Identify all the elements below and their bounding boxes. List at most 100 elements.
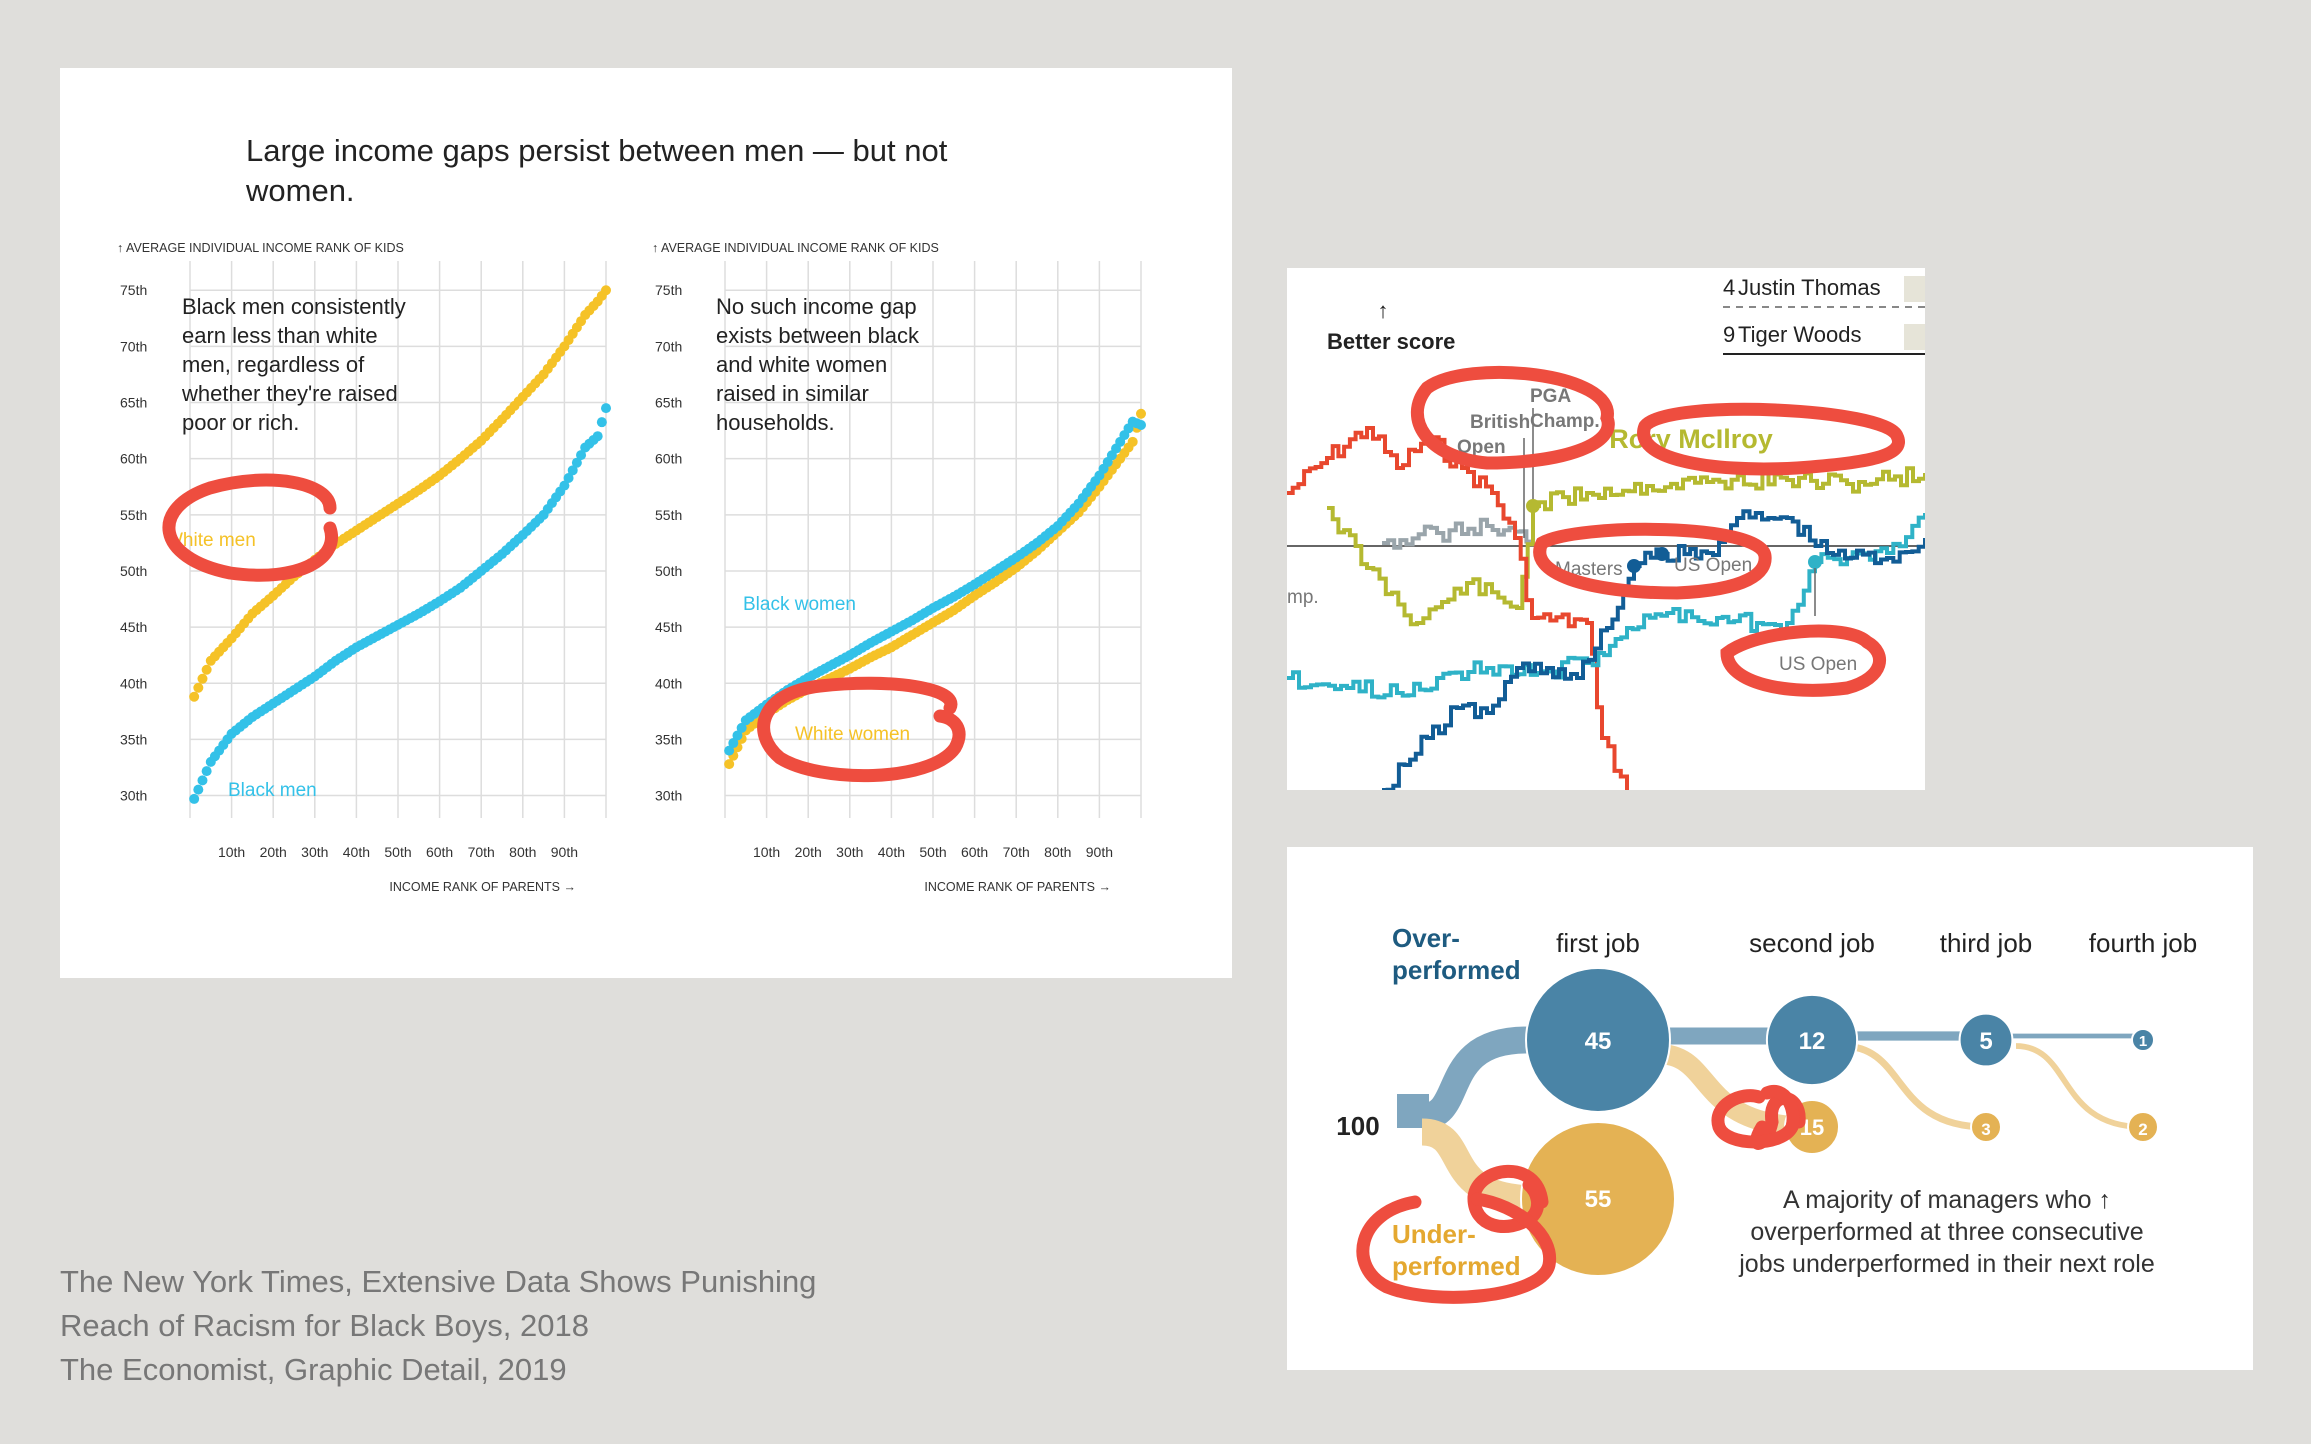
data-point (193, 682, 204, 693)
pga-label-2: Champ. (1530, 411, 1600, 432)
legend-name-woods: Tiger Woods (1738, 322, 1862, 347)
red-circle-masters (1533, 522, 1772, 600)
flow-to-under (1420, 1118, 1538, 1213)
y-tick-label: 75th (655, 282, 682, 298)
nyt-chart-panel: Large income gaps persist between men — … (60, 68, 1232, 978)
x-tick-label: 80th (1044, 844, 1071, 860)
under-node (1520, 1121, 1676, 1277)
data-point (197, 775, 208, 786)
x-tick-label: 90th (551, 844, 578, 860)
data-point (596, 417, 607, 428)
red-circle-underperformed (1356, 1192, 1557, 1304)
data-point (189, 793, 200, 804)
us-open-marker-1 (1655, 547, 1669, 561)
data-point (201, 664, 212, 675)
stage-label: second job (1749, 928, 1875, 958)
y-axis-label: ↑ AVERAGE INDIVIDUAL INCOME RANK OF KIDS (117, 241, 404, 255)
under-node-value: 55 (1585, 1186, 1612, 1213)
y-tick-label: 35th (655, 731, 682, 747)
stage-labels: first job second job third job fourth job (1556, 928, 2197, 958)
legend-rank-thomas: 4 (1723, 275, 1735, 300)
note-line: overperformed at three consecutive (1750, 1218, 2143, 1246)
manager-red-highlights (1356, 1084, 1806, 1304)
x-tick-label: 20th (795, 844, 822, 860)
golf-legend: 4 Justin Thomas 9 Tiger Woods (1723, 275, 1925, 355)
golf-series-line (1327, 466, 1925, 627)
data-point (571, 457, 582, 468)
x-tick-label: 40th (343, 844, 370, 860)
data-point (576, 450, 587, 461)
y-tick-label: 60th (655, 451, 682, 467)
x-tick-label: 60th (426, 844, 453, 860)
nyt-scatter-charts: Large income gaps persist between men — … (117, 133, 1146, 894)
y-tick-label: 70th (120, 338, 147, 354)
note-line: A majority of managers who ↑ (1783, 1186, 2111, 1214)
better-score-arrow: ↑ (1378, 298, 1389, 323)
under-node-value: 3 (1981, 1120, 1990, 1139)
data-point (193, 784, 204, 795)
under-node-value: 2 (2138, 1120, 2147, 1139)
over-node (2131, 1028, 2155, 1052)
majority-note: A majority of managers who ↑ overperforme… (1738, 1186, 2155, 1278)
golf-series-line (1287, 426, 1629, 790)
annotation-line: poor or rich. (182, 410, 299, 435)
y-tick-label: 50th (655, 563, 682, 579)
british-open-label-1: British (1470, 412, 1530, 433)
data-point (601, 285, 611, 296)
data-point (563, 472, 574, 483)
over-node (1525, 967, 1671, 1113)
x-tick-label: 20th (260, 844, 287, 860)
red-circle-55 (1467, 1164, 1549, 1233)
rory-mcilroy-label: Rory McIlroy (1609, 424, 1773, 454)
data-point (201, 766, 212, 777)
x-tick-label: 70th (468, 844, 495, 860)
stage-label: fourth job (2089, 928, 2197, 958)
data-point (732, 730, 743, 741)
women-income-chart: 30th 35th 40th 45th 50th 55th 60th 65th 70th 75th… (652, 241, 1146, 894)
under-node (1970, 1111, 2002, 1143)
pga-marker (1526, 499, 1540, 513)
us-open-label-1: US Open (1674, 555, 1752, 576)
y-tick-label: 60th (120, 451, 147, 467)
y-tick-label: 35th (120, 731, 147, 747)
y-tick-label: 40th (120, 675, 147, 691)
over-node (1958, 1012, 2014, 1068)
data-point (197, 673, 208, 684)
under-label-2: performed (1392, 1251, 1521, 1281)
data-point (559, 480, 570, 491)
stage-label: third job (1940, 928, 2033, 958)
data-point (724, 759, 735, 770)
label-white-women: White women (795, 724, 910, 745)
annotation-line: raised in similar (716, 381, 869, 406)
annotation-line: and white women (716, 352, 887, 377)
legend-swatch-woods (1904, 324, 1925, 350)
over-label-1: Over- (1392, 923, 1460, 953)
red-circle-us-open (1720, 624, 1886, 697)
data-point (1136, 408, 1146, 419)
manager-flow-panel: Over- performed Under- performed 45 12 5 1 5… (1287, 847, 2253, 1370)
red-circle-rory (1637, 402, 1905, 476)
flow-over-to-under (1841, 1042, 1987, 1131)
annotation-line: earn less than white (182, 323, 378, 348)
red-circle-white-men (162, 473, 338, 582)
x-axis-label: INCOME RANK OF PARENTS → (924, 880, 1111, 894)
x-axis-label: INCOME RANK OF PARENTS → (389, 880, 576, 894)
y-tick-label: 45th (120, 619, 147, 635)
y-tick-label: 65th (120, 395, 147, 411)
x-tick-label: 30th (301, 844, 328, 860)
y-tick-label: 65th (655, 395, 682, 411)
data-point (736, 722, 747, 733)
caption-line-3: The Economist, Graphic Detail, 2019 (60, 1352, 567, 1387)
data-point (728, 738, 739, 749)
y-tick-label: 30th (120, 788, 147, 804)
under-label-1: Under- (1392, 1219, 1476, 1249)
red-circle-majors (1410, 365, 1615, 470)
x-tick-label: 50th (384, 844, 411, 860)
nyt-title-line1: Large income gaps persist between men — … (246, 133, 948, 168)
annotation-line: No such income gap (716, 294, 917, 319)
over-node-value: 12 (1799, 1028, 1826, 1055)
y-tick-label: 75th (120, 282, 147, 298)
pga-label-1: PGA (1530, 386, 1571, 407)
golf-series-lines (1287, 426, 1925, 790)
